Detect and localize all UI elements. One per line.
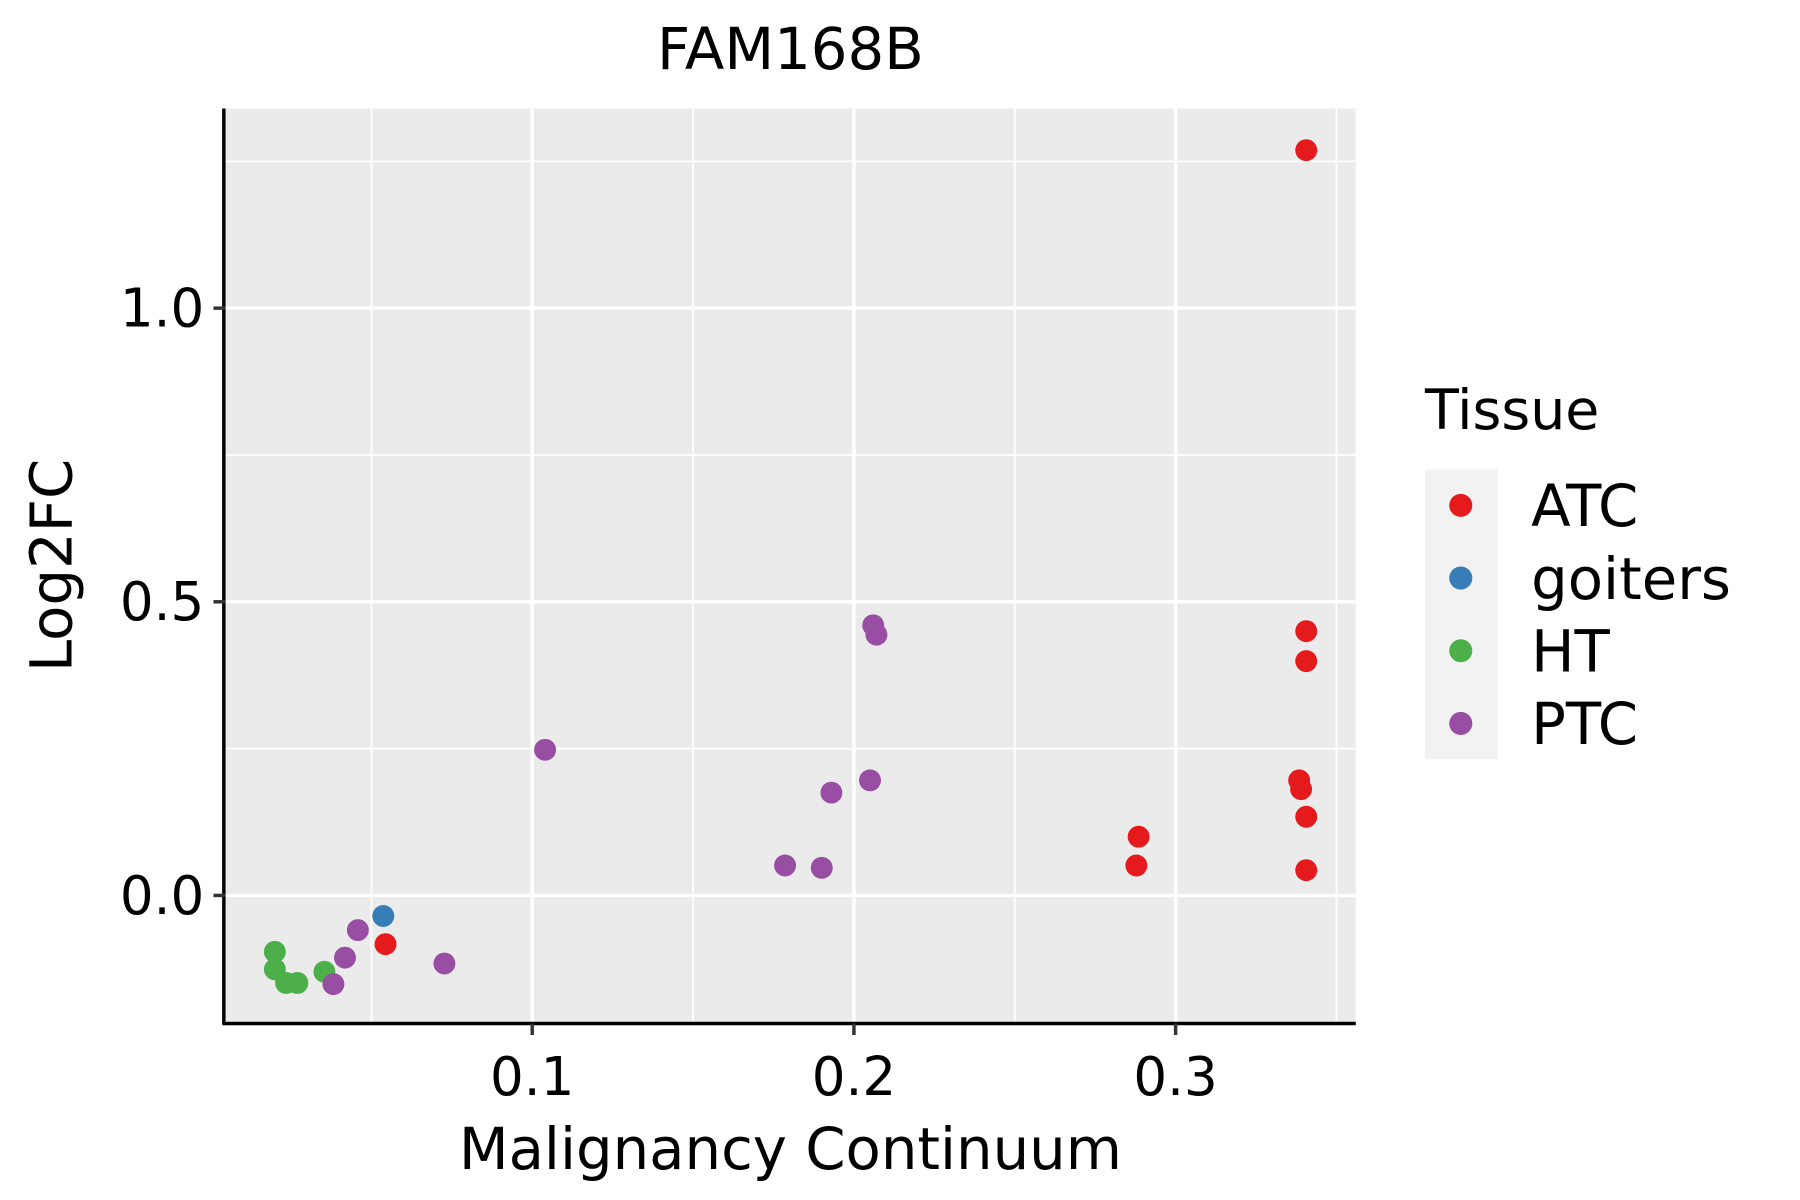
data-point-ptc [865, 623, 888, 646]
legend-key-background [1425, 469, 1498, 760]
y-axis-label: Log2FC [18, 459, 86, 672]
chart-title: FAM168B [657, 15, 924, 83]
data-point-ht [263, 940, 286, 963]
data-point-atc [1295, 139, 1318, 162]
plot-panel [225, 108, 1356, 1024]
y-tick-label: 0.0 [120, 865, 204, 927]
x-axis-label: Malignancy Continuum [459, 1115, 1122, 1183]
data-point-atc [1290, 778, 1313, 801]
data-point-atc [1125, 854, 1148, 877]
data-point-atc [1295, 620, 1318, 643]
grid-lines [224, 108, 1356, 1024]
data-point-ht [286, 971, 309, 994]
data-point-ptc [346, 919, 369, 942]
y-tick-label: 1.0 [120, 278, 204, 340]
legend-label-goiters: goiters [1531, 545, 1731, 613]
data-point-atc [374, 933, 397, 956]
data-point-ptc [534, 738, 557, 761]
x-tick-label: 0.3 [1133, 1046, 1217, 1108]
legend-marker-ht [1449, 639, 1473, 663]
legend-marker-atc [1449, 493, 1473, 517]
data-point-ptc [334, 946, 356, 969]
x-tick-label: 0.1 [490, 1046, 574, 1108]
data-point-ptc [810, 856, 833, 879]
legend-marker-goiters [1449, 566, 1473, 590]
legend-title: Tissue [1424, 379, 1599, 443]
data-point-ptc [820, 781, 843, 804]
data-point-ptc [433, 952, 456, 975]
y-tick-label: 0.5 [120, 571, 204, 633]
legend-label-ht: HT [1531, 618, 1610, 686]
data-point-atc [1295, 805, 1318, 828]
legend-label-atc: ATC [1531, 472, 1638, 540]
data-point-atc [1295, 859, 1318, 882]
legend-label-ptc: PTC [1531, 690, 1638, 758]
x-tick-label: 0.2 [812, 1046, 896, 1108]
data-point-ptc [322, 973, 345, 996]
data-point-goiters [372, 905, 395, 927]
data-point-atc [1295, 650, 1318, 673]
data-points [263, 139, 1318, 996]
data-point-ptc [774, 854, 797, 877]
data-point-atc [1127, 825, 1150, 848]
legend-marker-ptc [1449, 711, 1473, 735]
axis-ticks: 0.1 0.2 0.3 0.0 0.5 1.0 [120, 278, 1218, 1108]
data-point-ptc [859, 769, 881, 792]
